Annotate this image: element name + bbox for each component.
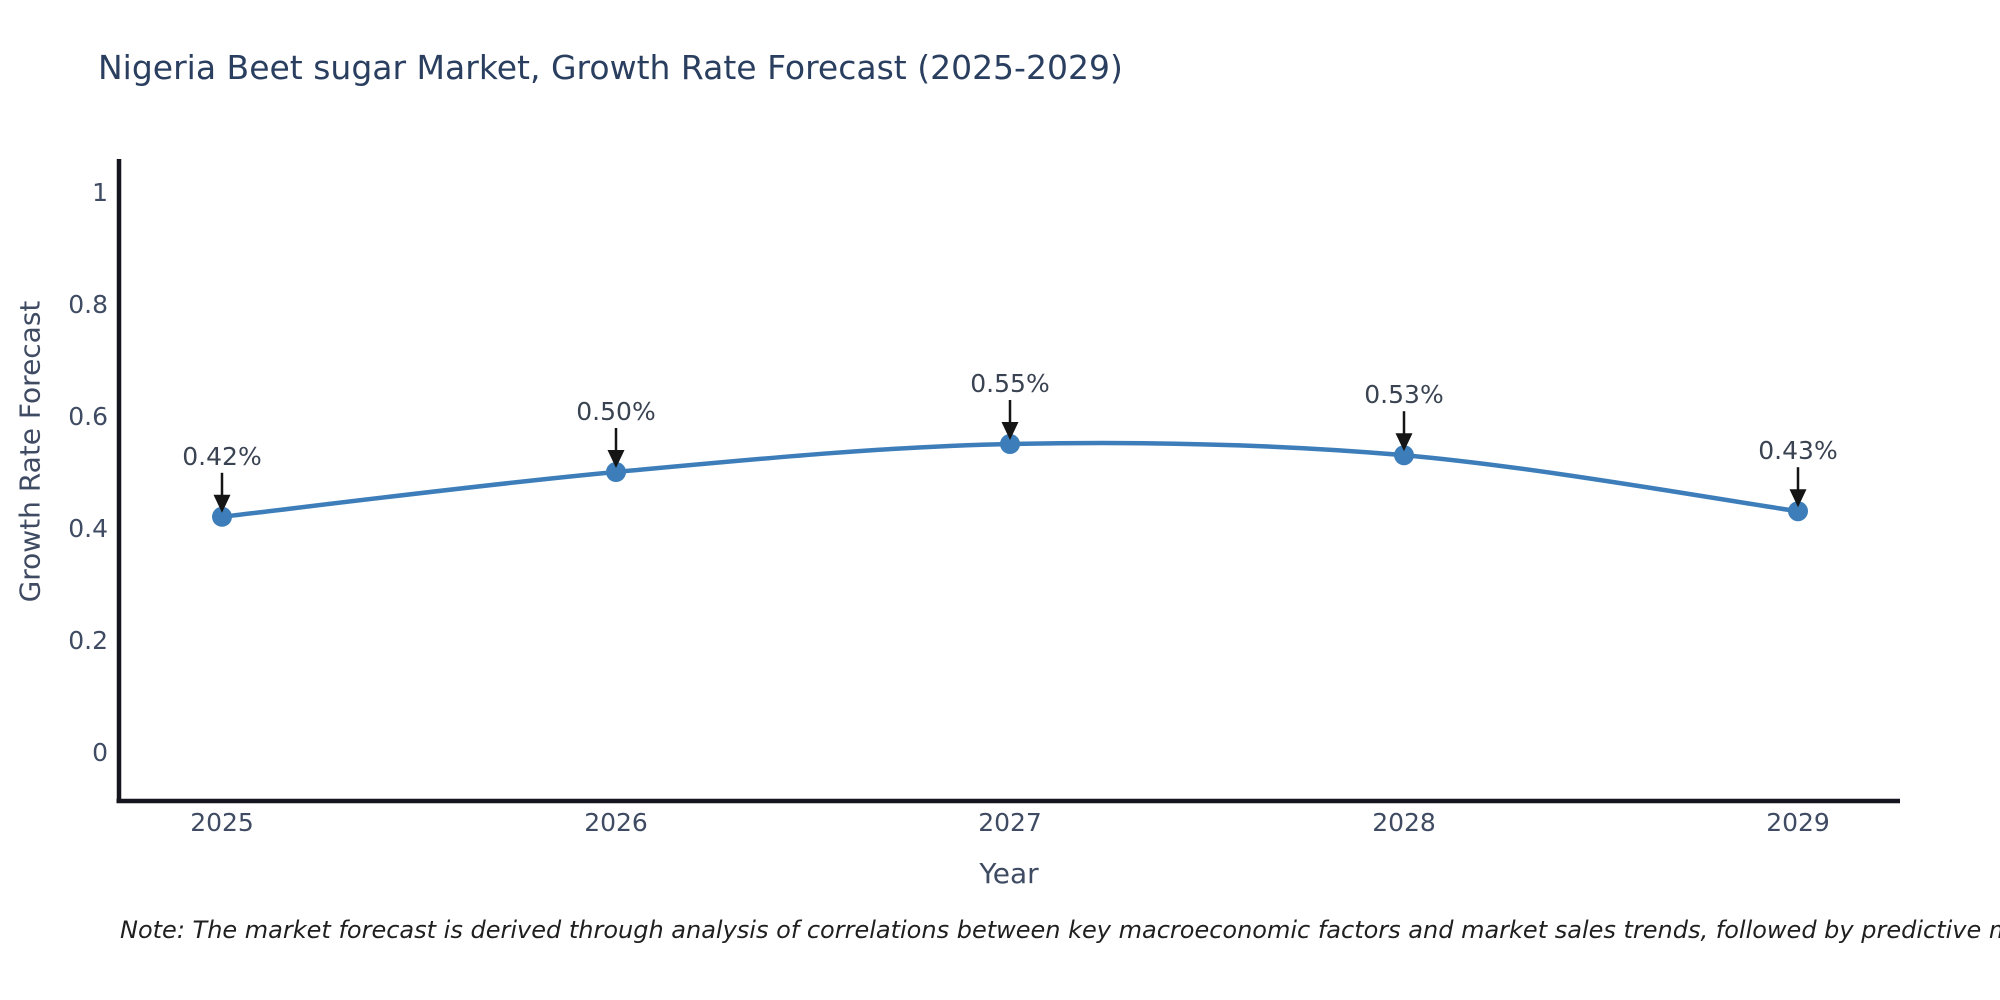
data-point-marker [1000,434,1020,454]
y-tick-label: 0.6 [68,402,108,431]
y-tick-label: 0.8 [68,290,108,319]
y-tick-label: 0.2 [68,626,108,655]
data-point-value-label: 0.50% [576,397,655,426]
annotation-arrowhead-icon [607,450,625,468]
x-tick-label: 2027 [978,808,1042,837]
annotation-arrowhead-icon [1001,422,1019,440]
data-point-value-label: 0.42% [182,442,261,471]
data-point-value-label: 0.43% [1758,436,1837,465]
annotation-arrowhead-icon [213,494,231,513]
x-axis-title: Year [979,857,1039,890]
data-point-value-label: 0.53% [1364,380,1443,409]
annotation-arrowhead-icon [1395,433,1413,452]
data-point-marker [212,506,232,527]
x-tick-label: 2029 [1766,808,1830,837]
x-tick-label: 2028 [1372,808,1436,837]
chart-title: Nigeria Beet sugar Market, Growth Rate F… [98,48,1123,87]
data-point-marker [1394,445,1414,466]
annotation-arrowhead-icon [1789,489,1807,508]
data-point-value-label: 0.55% [970,369,1049,398]
forecast-line [219,440,1801,520]
y-tick-label: 1 [92,178,108,207]
x-tick-label: 2026 [584,808,648,837]
y-tick-label: 0.4 [68,514,108,543]
data-point-marker [1788,501,1808,522]
x-tick-label: 2025 [190,808,254,837]
data-point-marker [606,462,626,482]
y-axis-title: Growth Rate Forecast [13,300,47,603]
chart-footnote: Note: The market forecast is derived thr… [120,916,2000,944]
y-tick-label: 0 [92,738,108,767]
